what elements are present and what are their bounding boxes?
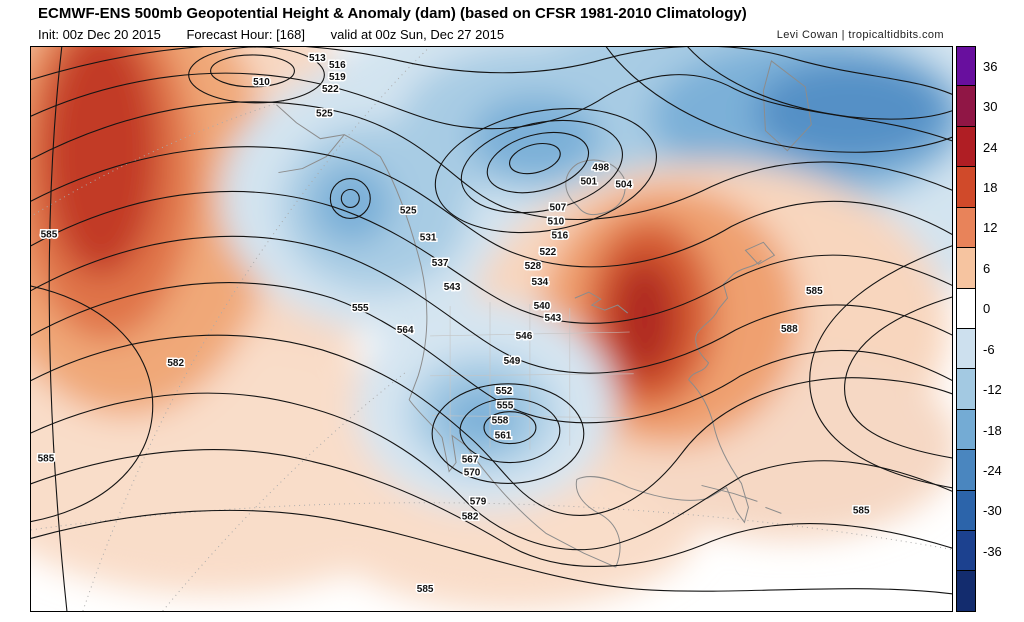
contour-label: 546	[516, 331, 533, 342]
map-canvas: 5135165195225105255855825855255315375435…	[31, 47, 952, 611]
contour-label: 507	[550, 202, 567, 213]
colorbar-swatch	[956, 369, 976, 410]
colorbar-swatch	[956, 531, 976, 572]
contour-label: 549	[504, 356, 521, 367]
contour-label: 531	[420, 232, 437, 243]
colorbar-tick-label: -24	[983, 462, 1002, 478]
colorbar-swatch	[956, 571, 976, 612]
colorbar-segment: -12	[956, 369, 1020, 410]
colorbar-segment: -6	[956, 328, 1020, 370]
colorbar-segment: -36	[956, 531, 1020, 572]
contour-label: 501	[580, 177, 597, 188]
colorbar-swatch	[956, 126, 976, 168]
colorbar-tick-label: -36	[983, 543, 1002, 559]
colorbar-tick-label: 30	[983, 99, 998, 115]
contour-label: 585	[38, 454, 55, 465]
contour-label: 525	[316, 109, 333, 120]
colorbar: 36 30 24 18 12 6 0 -6 -12 -18 -24 -30 -36	[956, 46, 1020, 612]
contour-label: 579	[470, 496, 487, 507]
contour-label: 543	[545, 313, 562, 324]
contour-label: 522	[540, 247, 557, 258]
contour-label: 510	[548, 216, 565, 227]
contour-label: 567	[462, 455, 479, 466]
colorbar-segment	[956, 571, 1020, 612]
contour-labels: 5135165195225105255855825855255315375435…	[36, 51, 871, 596]
contour-label: 585	[806, 286, 823, 297]
contour-label: 555	[352, 303, 369, 314]
contour-label: 540	[534, 301, 551, 312]
contour-label: 564	[397, 325, 414, 336]
colorbar-swatch	[956, 490, 976, 532]
contour-label: 528	[525, 261, 542, 272]
colorbar-segment: 30	[956, 86, 1020, 127]
contour-label: 519	[329, 72, 346, 83]
contour-label: 570	[464, 467, 481, 478]
contour-label: 552	[496, 386, 513, 397]
contour-label: 558	[492, 416, 509, 427]
contour-label: 534	[532, 277, 549, 288]
valid-time: valid at 00z Sun, Dec 27 2015	[330, 27, 505, 42]
colorbar-swatch	[956, 248, 976, 289]
contour-label: 555	[497, 401, 514, 412]
colorbar-swatch	[956, 409, 976, 451]
contour-label: 582	[167, 358, 184, 369]
colorbar-tick-label: -6	[983, 341, 995, 357]
weather-map: 513 516 519 522 510 525 585 582 585 525 531 537 543 5…	[30, 46, 953, 612]
contour-label: 543	[444, 282, 461, 293]
colorbar-segment: -24	[956, 450, 1020, 491]
colorbar-tick-label: 0	[983, 301, 991, 317]
colorbar-tick-label: 6	[983, 260, 991, 276]
colorbar-tick-label: 12	[983, 220, 998, 236]
colorbar-segment: 12	[956, 207, 1020, 249]
colorbar-segment: 0	[956, 288, 1020, 329]
contour-label: 522	[322, 84, 339, 95]
colorbar-tick-label: -30	[983, 503, 1002, 519]
colorbar-swatch	[956, 167, 976, 208]
height-contours	[31, 47, 952, 611]
anomaly-shading	[31, 47, 952, 611]
contour-label: 498	[592, 163, 609, 174]
colorbar-swatch	[956, 288, 976, 329]
contour-label: 537	[432, 258, 449, 269]
colorbar-swatch	[956, 46, 976, 87]
colorbar-swatch	[956, 207, 976, 249]
colorbar-segment: -30	[956, 490, 1020, 532]
colorbar-segment: 36	[956, 46, 1020, 87]
colorbar-segment: 6	[956, 248, 1020, 289]
colorbar-swatch	[956, 328, 976, 370]
colorbar-tick-label: 24	[983, 139, 998, 155]
contour-label: 582	[462, 511, 479, 522]
colorbar-tick-label: -12	[983, 382, 1002, 398]
contour-label: 585	[417, 584, 434, 595]
coastlines	[276, 60, 812, 568]
chart-subtitle: Init: 00z Dec 20 2015 Forecast Hour: [16…	[38, 27, 526, 42]
contour-label: 513	[309, 53, 326, 64]
chart-title: ECMWF-ENS 500mb Geopotential Height & An…	[38, 5, 747, 22]
contour-label: 561	[495, 431, 512, 442]
graticule	[31, 47, 952, 611]
colorbar-tick-label: -18	[983, 422, 1002, 438]
contour-label: 585	[853, 505, 870, 516]
colorbar-swatch	[956, 86, 976, 127]
contour-label: 588	[781, 324, 798, 335]
credit: Levi Cowan | tropicaltidbits.com	[776, 29, 944, 41]
colorbar-swatch	[956, 450, 976, 491]
contour-label: 504	[615, 180, 632, 191]
contour-label: 525	[400, 205, 417, 216]
colorbar-segment: 18	[956, 167, 1020, 208]
init-time: Init: 00z Dec 20 2015	[38, 27, 161, 42]
forecast-hour: Forecast Hour: [168]	[186, 27, 305, 42]
contour-label: 516	[552, 230, 569, 241]
contour-label: 516	[329, 60, 346, 71]
contour-label: 585	[41, 229, 58, 240]
colorbar-segment: 24	[956, 126, 1020, 168]
colorbar-segment: -18	[956, 409, 1020, 451]
colorbar-tick-label: 36	[983, 58, 998, 74]
contour-label: 510	[253, 77, 270, 88]
colorbar-tick-label: 18	[983, 179, 998, 195]
